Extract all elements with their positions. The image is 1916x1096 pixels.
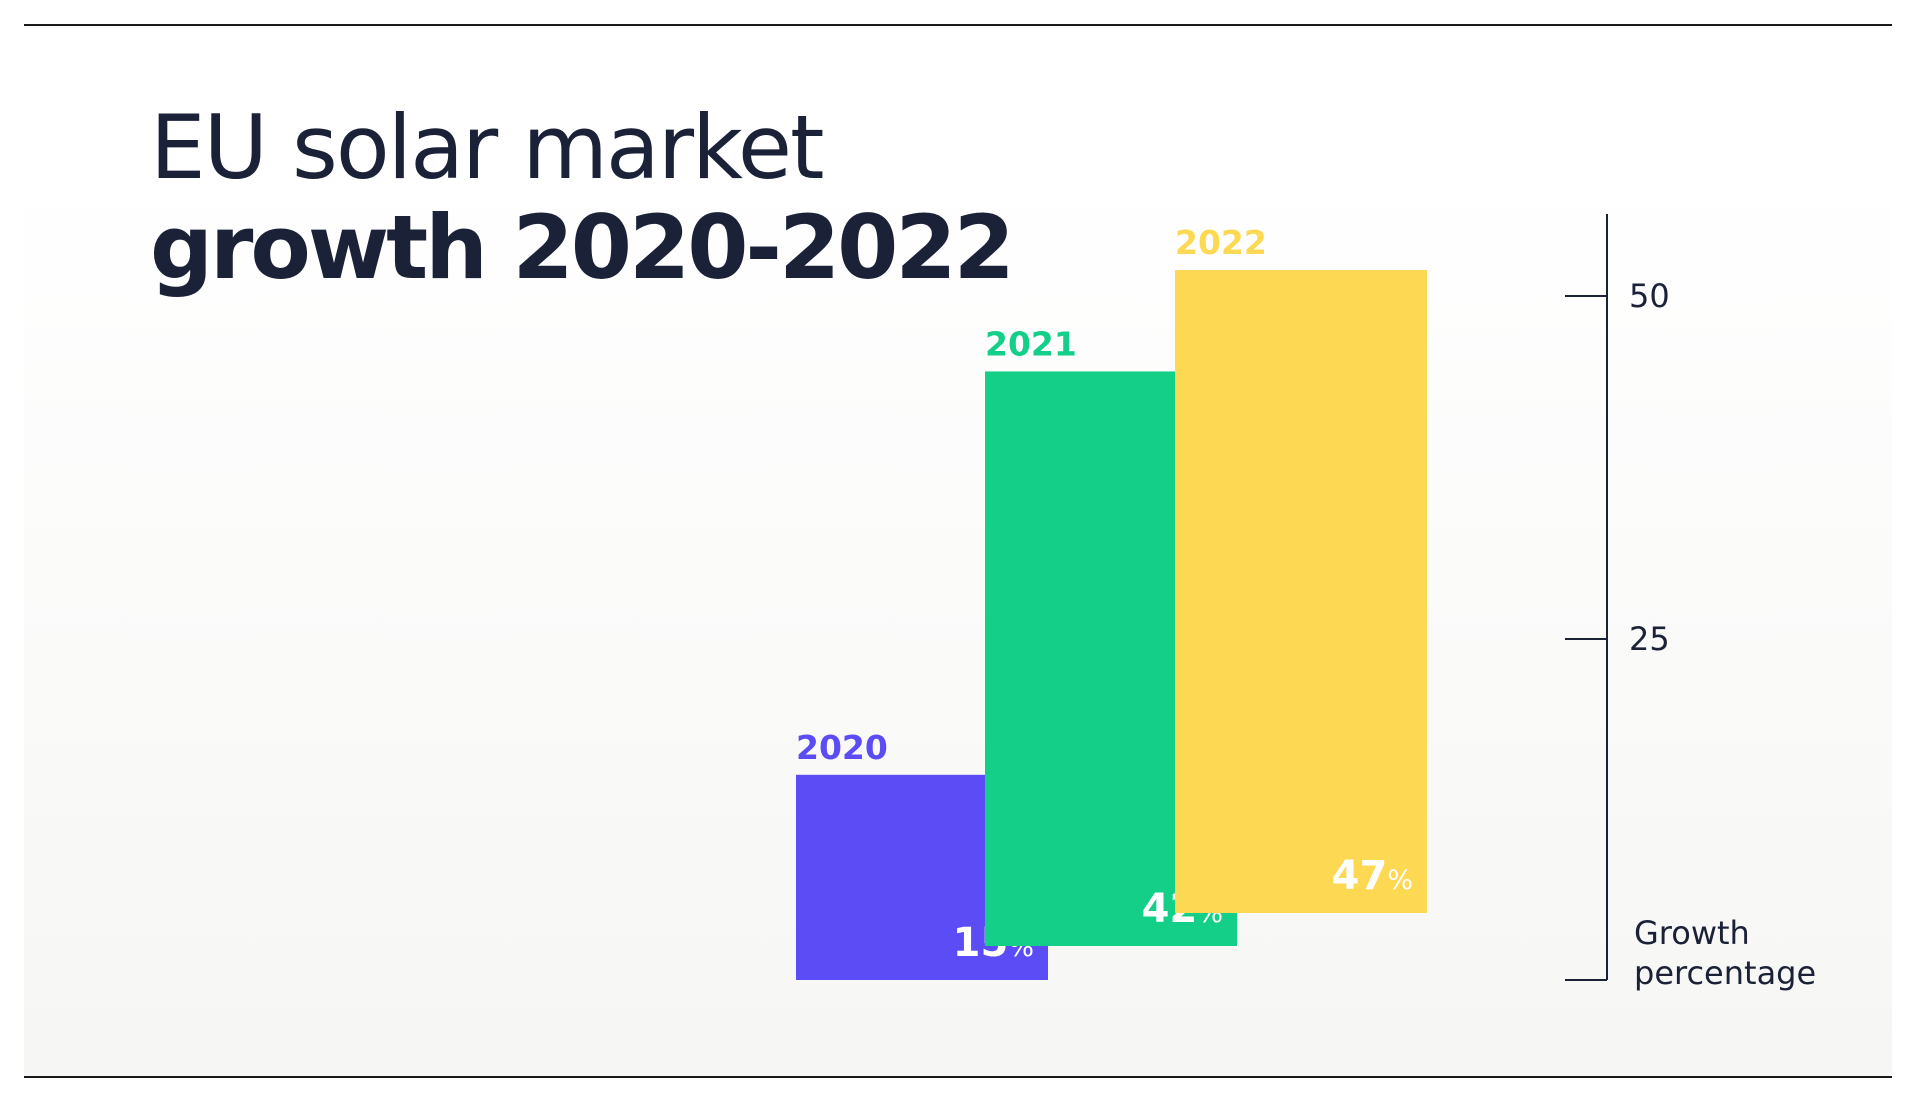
y-tick-label-25: 25 — [1629, 620, 1670, 658]
y-axis-title-line-2: percentage — [1634, 954, 1816, 992]
y-axis-title-line-1: Growth — [1634, 914, 1750, 952]
top-rule — [24, 24, 1892, 26]
bar-category-label-2021: 2021 — [985, 324, 1077, 363]
chart-title-line-1: EU solar market — [150, 96, 824, 199]
y-tick-label-50: 50 — [1629, 277, 1670, 315]
bar-category-label-2022: 2022 — [1175, 223, 1267, 262]
bar-2022 — [1175, 270, 1427, 913]
chart-title-line-2: growth 2020-2022 — [150, 196, 1015, 299]
bar-category-label-2020: 2020 — [796, 728, 888, 767]
bottom-rule — [24, 1076, 1892, 1078]
bar-value-label-2022: 47% — [1332, 853, 1413, 899]
